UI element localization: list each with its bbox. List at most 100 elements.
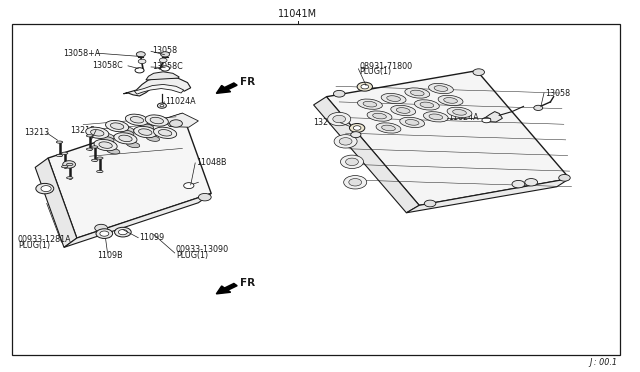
Circle shape [198, 193, 211, 201]
Ellipse shape [94, 140, 117, 151]
Ellipse shape [127, 142, 140, 148]
Ellipse shape [92, 159, 98, 161]
Circle shape [115, 227, 131, 237]
Circle shape [473, 69, 484, 76]
Circle shape [353, 126, 361, 130]
FancyArrow shape [216, 83, 237, 93]
Text: 13058C: 13058C [152, 62, 182, 71]
Ellipse shape [420, 102, 434, 108]
Circle shape [525, 179, 538, 186]
Ellipse shape [92, 146, 98, 148]
Ellipse shape [97, 132, 115, 140]
Ellipse shape [444, 97, 458, 103]
Text: 11024A: 11024A [165, 97, 196, 106]
Ellipse shape [107, 148, 120, 154]
Circle shape [100, 231, 109, 236]
Ellipse shape [99, 142, 112, 148]
Circle shape [160, 105, 164, 107]
Polygon shape [146, 72, 179, 80]
Circle shape [334, 135, 357, 148]
Circle shape [534, 105, 543, 110]
Ellipse shape [400, 117, 424, 128]
Ellipse shape [147, 135, 159, 141]
Text: 13058: 13058 [545, 89, 570, 97]
Ellipse shape [114, 133, 137, 144]
Circle shape [424, 200, 436, 207]
Ellipse shape [438, 95, 463, 106]
Ellipse shape [116, 125, 134, 133]
Circle shape [482, 118, 491, 123]
Ellipse shape [86, 135, 93, 137]
Ellipse shape [372, 113, 387, 119]
Ellipse shape [86, 127, 109, 138]
Text: 11041M: 11041M [278, 9, 317, 19]
Text: PLUG(1): PLUG(1) [176, 251, 208, 260]
Polygon shape [163, 113, 198, 127]
Ellipse shape [86, 148, 93, 150]
Circle shape [161, 52, 170, 57]
Circle shape [161, 66, 170, 71]
Ellipse shape [61, 166, 68, 168]
Circle shape [135, 68, 144, 73]
Polygon shape [326, 71, 570, 205]
Circle shape [157, 103, 166, 108]
Text: 13213: 13213 [24, 128, 49, 137]
Ellipse shape [452, 109, 467, 115]
Ellipse shape [415, 100, 439, 110]
Ellipse shape [111, 123, 124, 129]
Ellipse shape [106, 121, 129, 132]
Text: 13058C: 13058C [92, 61, 123, 70]
Ellipse shape [67, 177, 73, 179]
Circle shape [333, 115, 346, 123]
Text: FR: FR [240, 278, 255, 288]
Ellipse shape [56, 141, 63, 143]
Ellipse shape [424, 112, 448, 122]
Polygon shape [124, 77, 191, 96]
Ellipse shape [396, 108, 410, 113]
Text: PLUG(1): PLUG(1) [360, 67, 392, 76]
Circle shape [63, 161, 76, 168]
Polygon shape [483, 112, 502, 122]
Bar [12, 24, 620, 355]
Ellipse shape [447, 107, 472, 118]
Text: 08931-71800: 08931-71800 [360, 62, 413, 71]
Circle shape [349, 179, 362, 186]
Text: 13058: 13058 [152, 46, 177, 55]
Polygon shape [64, 193, 211, 247]
Ellipse shape [125, 114, 148, 125]
Circle shape [96, 229, 113, 238]
Circle shape [351, 132, 361, 138]
Circle shape [349, 124, 365, 132]
Circle shape [136, 52, 145, 57]
Circle shape [118, 230, 127, 235]
Ellipse shape [97, 170, 103, 173]
Polygon shape [134, 84, 184, 94]
Polygon shape [48, 113, 211, 238]
Ellipse shape [434, 86, 448, 92]
Ellipse shape [363, 101, 377, 107]
Text: 11048B: 11048B [196, 158, 227, 167]
Ellipse shape [67, 163, 73, 166]
Polygon shape [406, 179, 570, 213]
Ellipse shape [101, 137, 114, 142]
Ellipse shape [405, 119, 419, 125]
Ellipse shape [429, 83, 453, 94]
Circle shape [346, 158, 358, 166]
Text: PLUG(1): PLUG(1) [18, 241, 50, 250]
Ellipse shape [131, 116, 143, 123]
Ellipse shape [159, 129, 172, 136]
Ellipse shape [119, 135, 132, 142]
Ellipse shape [56, 154, 63, 157]
Ellipse shape [154, 127, 177, 138]
Circle shape [559, 174, 570, 181]
Circle shape [138, 59, 146, 64]
Circle shape [328, 112, 351, 126]
Circle shape [333, 90, 345, 97]
Circle shape [512, 180, 525, 188]
Polygon shape [314, 97, 419, 213]
FancyArrow shape [216, 283, 237, 294]
Text: 1109B: 1109B [97, 251, 123, 260]
Circle shape [361, 84, 369, 89]
Circle shape [184, 183, 194, 189]
Ellipse shape [358, 99, 382, 109]
